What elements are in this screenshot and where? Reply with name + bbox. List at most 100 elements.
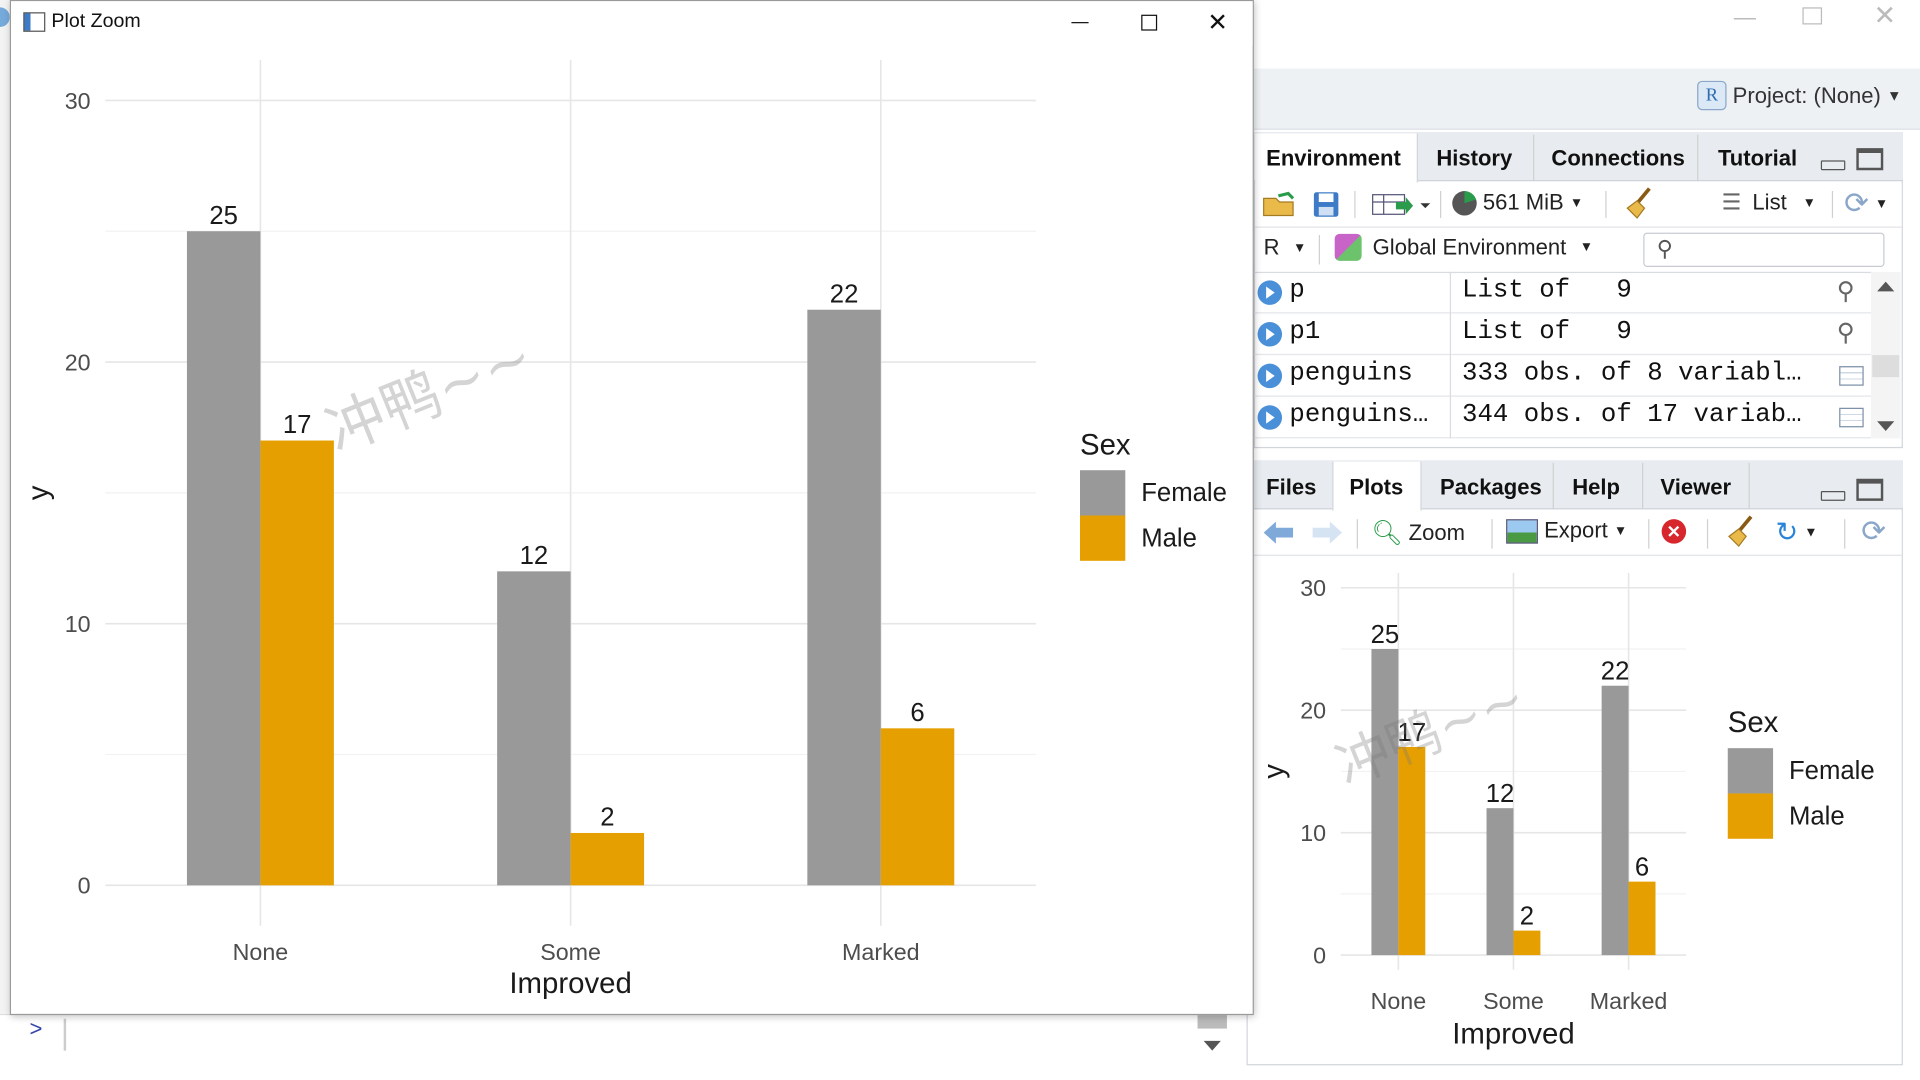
zoom-button[interactable]: 🔍︎ Zoom — [1371, 518, 1465, 549]
scope-select[interactable]: Global Environment ▼ — [1334, 233, 1593, 261]
table-view-icon[interactable] — [1839, 407, 1864, 428]
view-mode-select[interactable]: ☰ List ▼ — [1722, 190, 1816, 216]
toolbar-divider — [1318, 235, 1321, 265]
expand-icon[interactable] — [1257, 363, 1283, 389]
scroll-thumb[interactable] — [1197, 1013, 1227, 1029]
window-minimize-button[interactable] — [1071, 22, 1089, 24]
scroll-down-icon[interactable] — [1877, 421, 1895, 432]
toolbar-divider — [1440, 191, 1442, 218]
toolbar-divider — [1354, 191, 1356, 218]
tab-tutorial[interactable]: Tutorial — [1717, 145, 1798, 171]
zoom-chart: 0 10 20 30 None 25 17 Some 12 2 Marked 22 6 Improved y… — [22, 60, 1227, 1000]
env-row[interactable]: p List of 9 ⚲ — [1253, 271, 1872, 314]
tab-history[interactable]: History — [1436, 145, 1513, 171]
chevron-down-icon: ▼ — [1802, 195, 1816, 211]
y-tick-label: 20 — [1300, 698, 1326, 724]
data-label: 2 — [1520, 902, 1534, 930]
tab-connections[interactable]: Connections — [1551, 145, 1685, 171]
bar-male — [880, 728, 955, 886]
window-close-button[interactable]: ✕ — [1207, 9, 1228, 37]
env-row-value: List of 9 — [1462, 318, 1632, 347]
scroll-up-icon[interactable] — [1877, 281, 1895, 292]
x-axis-title: Improved — [509, 967, 631, 1000]
table-view-icon[interactable] — [1839, 366, 1864, 386]
data-label: 6 — [1635, 854, 1649, 882]
y-tick-label: 30 — [1300, 575, 1326, 601]
project-bar — [1253, 68, 1920, 130]
console-input[interactable] — [63, 1018, 67, 1051]
expand-icon[interactable] — [1257, 405, 1283, 430]
export-button[interactable]: Export ▼ — [1506, 518, 1627, 544]
view-mode-label: List — [1752, 189, 1787, 215]
environment-table — [1253, 271, 1872, 439]
env-row[interactable]: p1 List of 9 ⚲ — [1253, 313, 1872, 356]
y-axis-title: y — [1257, 764, 1290, 779]
tab-environment-label: Environment — [1266, 145, 1401, 171]
minimize-button[interactable]: — — [1733, 4, 1756, 30]
save-icon[interactable] — [1313, 191, 1340, 218]
bar-female — [807, 309, 881, 886]
expand-icon[interactable] — [1257, 322, 1283, 347]
refresh-plot-icon[interactable]: ⟳ — [1861, 515, 1886, 549]
broom-icon[interactable] — [1622, 186, 1654, 220]
project-menu[interactable]: R Project: (None) ▼ — [1697, 80, 1902, 111]
refresh-icon: ⟳ — [1844, 187, 1869, 221]
restore-button[interactable] — [1802, 7, 1823, 25]
export-label: Export — [1544, 517, 1608, 543]
broom-icon[interactable] — [1724, 514, 1756, 548]
back-arrow-icon[interactable] — [1261, 520, 1295, 544]
tab-environment[interactable] — [1255, 133, 1418, 183]
close-button[interactable]: ✕ — [1873, 0, 1897, 31]
search-input[interactable] — [1683, 237, 1878, 263]
data-label: 2 — [600, 804, 614, 832]
memory-usage[interactable]: 561 MiB ▼ — [1452, 190, 1583, 216]
legend-key-female — [1080, 470, 1126, 516]
maximize-pane-icon[interactable] — [1856, 148, 1884, 171]
env-scrollbar[interactable] — [1871, 271, 1901, 439]
console-scrollbar[interactable] — [1197, 1013, 1227, 1063]
tab-packages[interactable]: Packages — [1440, 475, 1542, 500]
window-maximize-button[interactable] — [1141, 14, 1158, 31]
export-image-icon — [1506, 518, 1538, 544]
maximize-pane-icon[interactable] — [1856, 478, 1884, 501]
env-row-name: p1 — [1289, 318, 1321, 347]
import-dataset-icon[interactable] — [1371, 191, 1432, 218]
minimize-pane-icon[interactable] — [1820, 491, 1846, 501]
bar-male — [570, 832, 645, 886]
scroll-down-icon[interactable] — [1203, 1040, 1221, 1051]
bar-female — [1486, 808, 1514, 956]
console-prompt: > — [29, 1018, 43, 1044]
left-edge-strip — [0, 0, 12, 1014]
bar-female — [186, 231, 261, 886]
env-row[interactable]: penguins… 344 obs. of 17 variab… — [1253, 396, 1872, 439]
toolbar-divider — [1831, 191, 1834, 218]
remove-plot-icon[interactable]: ✕ — [1661, 519, 1687, 544]
expand-icon[interactable] — [1257, 280, 1283, 305]
list-icon: ☰ — [1721, 189, 1742, 215]
tab-files[interactable]: Files — [1266, 475, 1317, 500]
forward-arrow-icon[interactable] — [1310, 520, 1344, 544]
language-label: R — [1263, 235, 1280, 260]
env-column-divider — [1449, 313, 1452, 356]
inspect-icon[interactable]: ⚲ — [1836, 277, 1855, 305]
tab-plots-label: Plots — [1349, 475, 1404, 500]
tab-viewer[interactable]: Viewer — [1660, 475, 1732, 500]
tab-help[interactable]: Help — [1572, 475, 1621, 500]
minimize-pane-icon[interactable] — [1820, 160, 1846, 171]
scroll-thumb[interactable] — [1872, 355, 1900, 378]
publish-button[interactable]: ↻ ▼ — [1776, 517, 1818, 549]
open-folder-icon[interactable] — [1261, 191, 1298, 218]
language-select[interactable]: R ▼ — [1264, 235, 1307, 261]
window-titlebar[interactable]: Plot Zoom ✕ — [11, 1, 1253, 46]
env-column-divider — [1449, 396, 1452, 439]
env-row[interactable]: penguins 333 obs. of 8 variabl… — [1253, 355, 1872, 397]
bar-male — [1398, 746, 1426, 956]
tab-plots[interactable] — [1332, 461, 1422, 511]
inspect-icon[interactable]: ⚲ — [1836, 319, 1855, 347]
refresh-environment-button[interactable]: ⟳ ▼ — [1844, 186, 1888, 222]
search-field[interactable]: ⚲ — [1643, 232, 1885, 267]
data-label: 12 — [520, 542, 549, 570]
env-row-name: penguins — [1289, 360, 1413, 389]
env-column-divider — [1449, 271, 1452, 314]
